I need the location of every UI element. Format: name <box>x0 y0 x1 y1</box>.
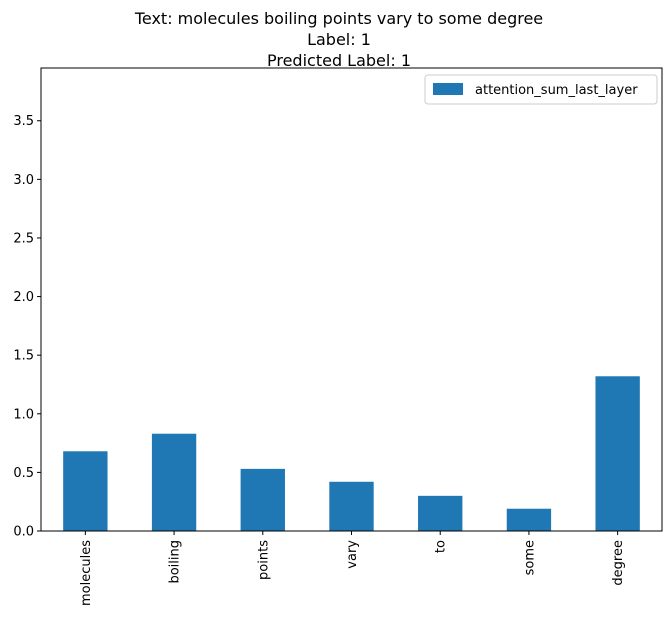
y-tick-label: 3.0 <box>13 173 34 188</box>
bar-degree <box>595 376 640 531</box>
y-tick-label: 2.5 <box>13 231 34 246</box>
bar-points <box>240 468 285 531</box>
y-tick-label: 0.0 <box>13 525 34 540</box>
legend: attention_sum_last_layer <box>424 74 658 105</box>
chart-title: Text: molecules boiling points vary to s… <box>134 9 543 70</box>
bar-some <box>506 508 552 531</box>
title-line-3: Predicted Label: 1 <box>267 51 411 70</box>
y-tick-label: 3.5 <box>13 114 34 129</box>
bar-to <box>418 495 463 531</box>
legend-box <box>424 74 658 105</box>
x-tick-label: molecules <box>79 540 94 606</box>
plot-frame <box>40 67 663 532</box>
legend-swatch <box>433 83 463 95</box>
x-tick-label: boiling <box>168 540 183 584</box>
x-tick-label: degree <box>611 540 626 586</box>
bar-boiling <box>151 433 197 531</box>
title-line-1: Text: molecules boiling points vary to s… <box>134 9 543 28</box>
bar-molecules <box>63 451 108 531</box>
y-tick-label: 1.5 <box>13 349 34 364</box>
x-tick-label: some <box>522 540 537 575</box>
y-tick-label: 2.0 <box>13 290 34 305</box>
y-tick-label: 1.0 <box>13 407 34 422</box>
x-tick-label: to <box>434 540 449 553</box>
bar-vary <box>329 481 374 531</box>
title-line-2: Label: 1 <box>307 30 371 49</box>
x-tick-label: points <box>256 540 271 580</box>
legend-label: attention_sum_last_layer <box>475 83 638 98</box>
bars-group <box>63 376 640 531</box>
x-axis: molecules boiling points vary to some degree <box>79 531 626 606</box>
y-axis: 0.0 0.5 1.0 1.5 2.0 2.5 3.0 3.5 <box>13 114 41 540</box>
y-tick-label: 0.5 <box>13 466 34 481</box>
x-tick-label: vary <box>345 540 360 569</box>
